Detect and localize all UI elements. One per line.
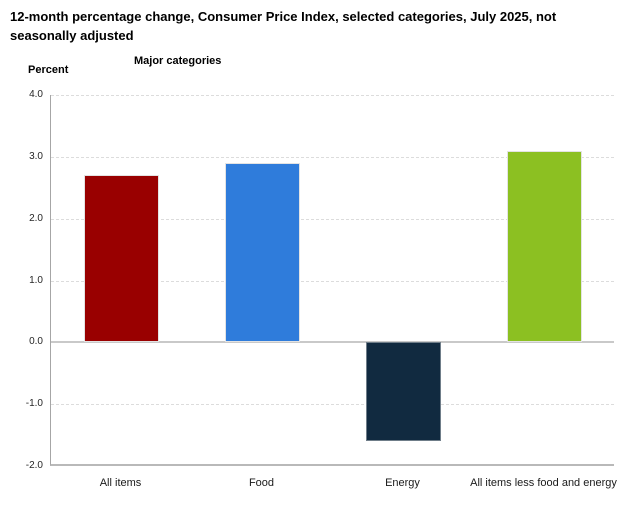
y-axis-tick-label: 0.0 <box>29 336 43 348</box>
y-axis-tick-label: -2.0 <box>25 460 43 471</box>
x-axis-category-label-all-items-less-food-and-energy: All items less food and energy <box>470 477 617 489</box>
plot-area <box>50 95 614 466</box>
y-axis-tick-label: 1.0 <box>29 274 43 286</box>
y-axis-tick-label: 2.0 <box>29 212 43 224</box>
gridline <box>51 218 614 220</box>
x-axis-category-label-food: Food <box>248 477 275 489</box>
x-axis-caption: Major categories <box>134 55 222 67</box>
gridline <box>51 156 614 158</box>
x-axis-category-label-all-items: All items <box>99 477 142 489</box>
zero-line <box>51 341 614 344</box>
gridline <box>51 95 614 96</box>
bar-energy[interactable] <box>366 342 441 442</box>
bar-all-items-less-food-and-energy[interactable] <box>507 150 582 343</box>
y-axis-tick-label: -1.0 <box>25 398 43 410</box>
gridline <box>51 280 614 282</box>
bar-food[interactable] <box>225 163 300 343</box>
gridline <box>51 404 614 406</box>
y-axis-tick-label: 3.0 <box>29 150 43 162</box>
bar-all-items[interactable] <box>84 175 159 343</box>
x-axis-category-label-energy: Energy <box>385 477 420 489</box>
chart-title: 12-month percentage change, Consumer Pri… <box>10 9 557 43</box>
y-axis-tick-label: 4.0 <box>29 89 43 100</box>
y-axis-caption: Percent <box>28 64 69 76</box>
